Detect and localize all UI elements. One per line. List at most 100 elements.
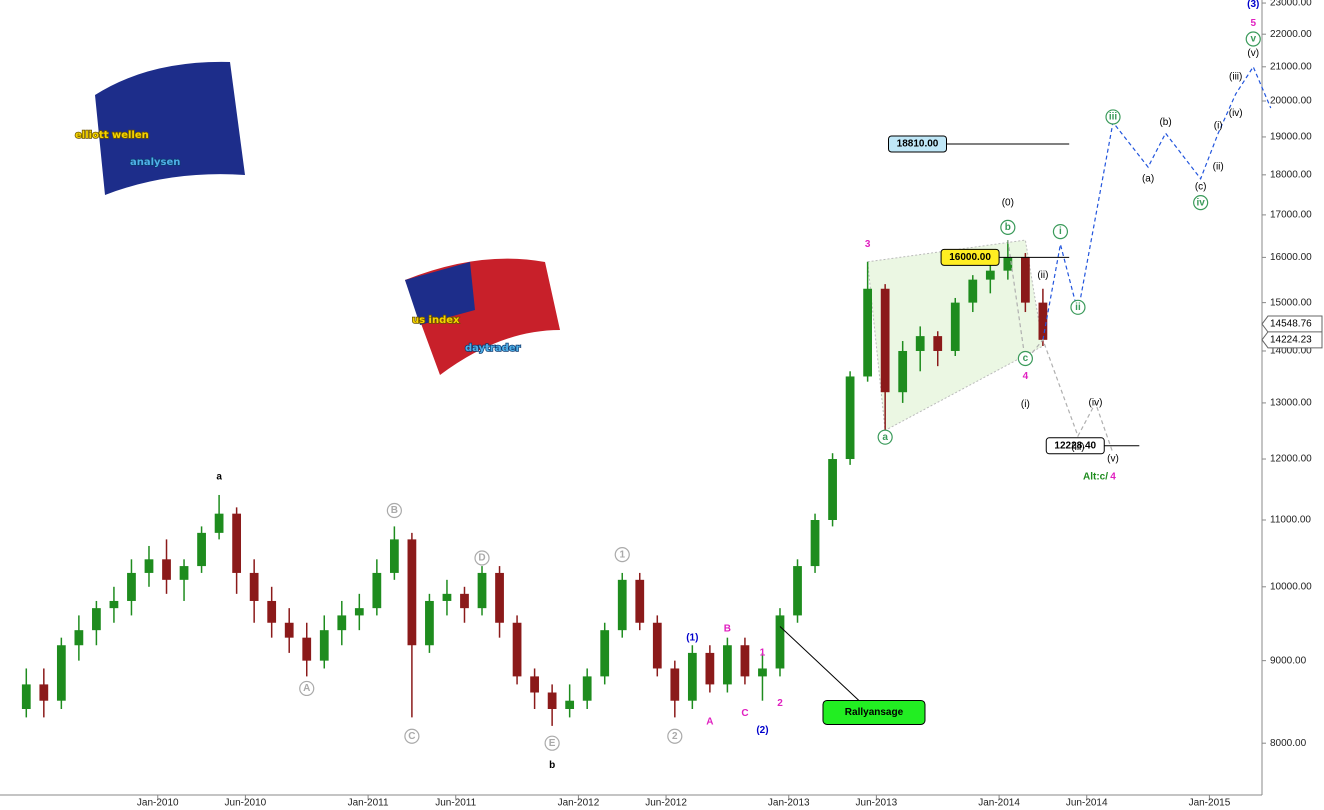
wave-label: 5: [1250, 18, 1256, 29]
candle-body: [197, 532, 206, 567]
candle-body: [635, 579, 645, 623]
wave-circle: [1193, 195, 1209, 211]
candle-body: [985, 270, 995, 280]
y-tick-label: 14000.00: [1270, 346, 1312, 357]
candle-body: [302, 637, 312, 661]
wave-label: 2: [777, 698, 783, 709]
candle-body: [372, 572, 382, 609]
candle-body: [56, 645, 66, 701]
y-tick-label: 21000.00: [1270, 61, 1312, 72]
y-tick-label: 8000.00: [1270, 738, 1307, 749]
x-tick-label: Jan-2010: [137, 798, 179, 809]
candle-body: [144, 559, 154, 573]
candle-body: [670, 668, 680, 701]
candle-body: [810, 520, 820, 567]
candle-body: [354, 608, 364, 616]
candle-body: [740, 645, 750, 677]
wave-circle: [404, 728, 420, 744]
level-box: [1045, 437, 1105, 455]
candle-body: [232, 513, 242, 573]
wave-label: (iii): [1071, 442, 1084, 453]
wave-label: (i): [1214, 121, 1223, 132]
candle-body: [74, 630, 84, 646]
candle-body: [845, 376, 855, 460]
candle-body: [933, 336, 943, 351]
candle-body: [600, 630, 610, 677]
callout-line: [779, 626, 861, 702]
wave-label: E: [549, 738, 556, 749]
candle-body: [1038, 302, 1048, 340]
x-tick-label: Jan-2014: [978, 798, 1020, 809]
x-tick-label: Jun-2013: [856, 798, 898, 809]
logo-text: daytrader: [465, 343, 521, 354]
wave-circle: [1245, 31, 1261, 47]
wave-label: 4: [1023, 371, 1029, 382]
wave-circle: [1070, 299, 1086, 315]
candle-body: [915, 336, 925, 351]
level-label: 16000.00: [949, 252, 991, 263]
wave-label: (1): [686, 632, 698, 643]
wave-circle: [877, 429, 893, 445]
candle-body: [547, 692, 557, 709]
wave-label: iii: [1109, 112, 1118, 123]
candle-body: [582, 676, 592, 701]
us-flag-canton: [405, 262, 475, 325]
level-label: 12228.40: [1054, 440, 1096, 451]
x-tick-label: Jan-2015: [1189, 798, 1231, 809]
wave-label: a: [216, 471, 222, 482]
y-tick-label: 9000.00: [1270, 655, 1307, 666]
candle-body: [442, 593, 452, 601]
wave-label: (ii): [1213, 162, 1224, 173]
wave-label: (ii): [1037, 270, 1048, 281]
candle-body: [162, 559, 171, 580]
wave-circle: [386, 502, 402, 519]
price-tag-label: 14224.23: [1270, 334, 1312, 345]
wave-label: b: [1005, 222, 1011, 233]
wave-circle: [1105, 109, 1121, 125]
wave-label: (iv): [1229, 108, 1243, 119]
candle-body: [249, 572, 259, 601]
callout-text: Rallyansage: [845, 707, 904, 718]
x-tick-label: Jan-2012: [558, 798, 600, 809]
candle-body: [880, 288, 890, 393]
candle-body: [39, 684, 49, 701]
wave-circle: [544, 735, 560, 751]
level-box: [888, 135, 947, 153]
y-tick-label: 12000.00: [1270, 454, 1312, 465]
wave-label: B: [724, 623, 731, 634]
candle-body: [21, 684, 31, 709]
projection-line: [1007, 239, 1114, 454]
wave-label: B: [391, 505, 398, 516]
candle-body: [775, 615, 785, 669]
wave-circle: [1052, 223, 1069, 240]
logo-text: analysen: [130, 157, 180, 168]
x-tick-label: Jan-2013: [768, 798, 810, 809]
wave-label: Alt:c/: [1083, 471, 1108, 482]
wave-label: (b): [1159, 117, 1171, 128]
candle-body: [828, 459, 837, 521]
wave-circle: [474, 550, 490, 566]
callout-box: [822, 699, 926, 725]
wave-label: (i): [1021, 399, 1030, 410]
candle-body: [1003, 257, 1013, 271]
logo-text: elliott wellen: [75, 130, 149, 141]
wave-circle: [1017, 350, 1033, 367]
candle-body: [284, 622, 294, 638]
candle-body: [92, 608, 101, 631]
wave-label: (c): [1195, 181, 1207, 192]
eu-flag: [95, 61, 245, 195]
wave-label: A: [706, 716, 713, 727]
wave-label: (a): [1142, 173, 1154, 184]
y-tick-label: 18000.00: [1270, 169, 1312, 180]
level-label: 18810.00: [897, 139, 939, 150]
wave-label: c: [1023, 353, 1029, 364]
candle-body: [950, 302, 960, 351]
y-tick-label: 19000.00: [1270, 132, 1312, 143]
logo-elliott: elliott wellen analysen: [74, 61, 245, 195]
wave-label: v: [1250, 34, 1256, 45]
wave-label: b: [549, 760, 555, 771]
wave-circle: [667, 728, 683, 744]
logo-usindex: us index daytrader: [405, 258, 560, 375]
wave-label: 1: [760, 648, 766, 659]
